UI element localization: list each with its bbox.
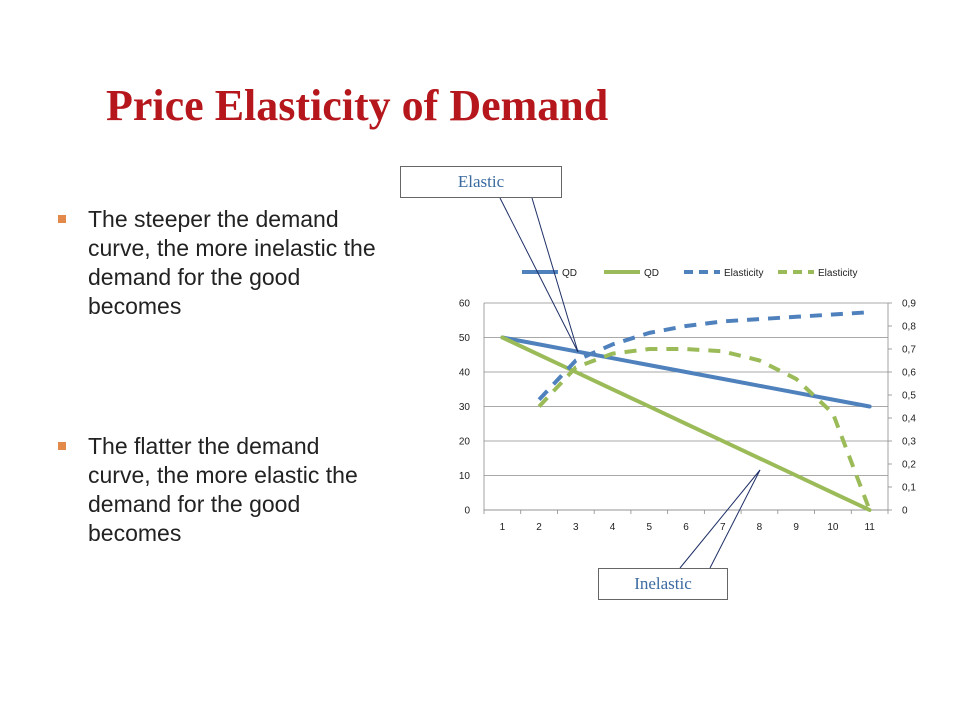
legend-label: QD [644,268,659,279]
x-tick-label: 5 [646,522,652,533]
x-tick-label: 11 [864,522,875,533]
y2-tick-label: 0,8 [902,322,916,333]
elastic-pointer-line [531,197,579,353]
y2-tick-label: 0,2 [902,460,916,471]
x-tick-label: 9 [793,522,799,533]
square-bullet-icon [58,442,66,450]
legend-label: Elasticity [818,268,857,279]
axes: 0 10 20 30 40 50 60 0 0,1 0,2 0,3 0,4 0,5 0,6 0,7 0,8 0,… [459,299,916,534]
series-line-1 [500,335,872,512]
y2-tick-label: 0,7 [902,345,916,356]
y-tick-label: 30 [459,402,471,413]
legend-label: Elasticity [724,268,763,279]
square-bullet-icon [58,215,66,223]
y-tick-label: 10 [459,471,471,482]
x-tick-label: 10 [827,522,839,533]
y-tick-label: 0 [464,506,470,517]
bullet-item-flatter: The flatter the demand curve, the more e… [58,432,378,548]
y2-tick-label: 0,4 [902,414,916,425]
y2-tick-label: 0 [902,506,908,517]
y-tick-label: 40 [459,368,471,379]
y2-tick-label: 0,9 [902,299,916,310]
y2-tick-label: 0,5 [902,391,916,402]
series-line-3 [537,347,872,511]
callout-pointers [499,197,761,569]
legend: QD QD Elasticity Elasticity [522,268,857,279]
bullet-text: The flatter the demand curve, the more e… [88,433,358,546]
y-tick-label: 50 [459,333,471,344]
bullet-item-steeper: The steeper the demand curve, the more i… [58,205,378,321]
series-line-0 [500,335,872,409]
x-tick-label: 4 [610,522,616,533]
y-tick-label: 60 [459,299,471,310]
inelastic-pointer-line [709,469,761,569]
callout-elastic: Elastic [400,166,562,198]
y2-tick-label: 0,1 [902,483,916,494]
x-tick-label: 2 [536,522,542,533]
y2-tick-label: 0,6 [902,368,916,379]
x-tick-label: 7 [720,522,726,533]
x-tick-label: 6 [683,522,689,533]
series-line-2 [537,310,870,401]
x-tick-label: 1 [500,522,506,533]
y2-tick-label: 0,3 [902,437,916,448]
bullet-text: The steeper the demand curve, the more i… [88,206,376,319]
x-tick-label: 8 [757,522,763,533]
series-lines [500,310,872,512]
elastic-pointer-line [499,197,579,353]
callout-inelastic: Inelastic [598,568,728,600]
slide-title: Price Elasticity of Demand [106,81,609,130]
y-tick-label: 20 [459,437,471,448]
inelastic-pointer-line [679,469,761,569]
legend-label: QD [562,268,577,279]
x-tick-label: 3 [573,522,579,533]
